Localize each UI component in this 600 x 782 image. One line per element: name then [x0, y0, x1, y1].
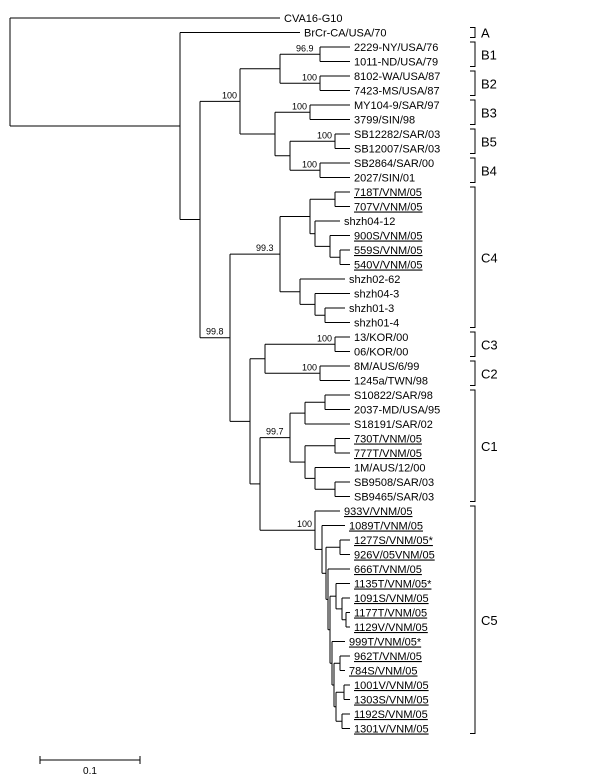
group-label: B3 — [481, 105, 497, 120]
support-value: 99.3 — [256, 243, 274, 253]
support-value: 100 — [302, 159, 317, 169]
taxon-label: 784S/VNM/05 — [349, 666, 417, 678]
taxon-label: 8102-WA/USA/87 — [354, 71, 440, 83]
group-bracket — [470, 42, 475, 67]
taxon-label: shzh01-3 — [349, 303, 394, 315]
support-value: 100 — [222, 90, 237, 100]
phylogenetic-tree: 96.9 100 100 100 100 100 99.3 100 100 99.7 100 99.8… — [0, 0, 600, 782]
taxon-label: SB9465/SAR/03 — [354, 492, 434, 504]
taxon-label: 1129V/VNM/05 — [354, 622, 428, 634]
taxon-label: 666T/VNM/05 — [354, 564, 422, 576]
group-bracket — [470, 361, 475, 386]
taxon-label: 1277S/VNM/05* — [354, 535, 434, 547]
taxon-label: shzh04-12 — [344, 216, 395, 228]
taxon-label: 540V/VNM/05 — [354, 260, 422, 272]
group-bracket — [470, 506, 475, 734]
taxon-label: 1303S/VNM/05 — [354, 695, 429, 707]
support-value: 100 — [317, 333, 332, 343]
taxon-label: 559S/VNM/05 — [354, 245, 422, 257]
group-label: B1 — [481, 47, 497, 62]
taxon-label: 1091S/VNM/05 — [354, 593, 429, 605]
taxon-label: 1001V/VNM/05 — [354, 680, 429, 692]
taxon-label: 2027/SIN/01 — [354, 173, 415, 185]
taxon-label: 2037-MD/USA/95 — [354, 405, 440, 417]
taxon-label: 707V/VNM/05 — [354, 202, 422, 214]
taxon-label: 926V/05VNM/05 — [354, 550, 435, 562]
taxon-label: 1M/AUS/12/00 — [354, 463, 426, 475]
support-value: 96.9 — [296, 43, 314, 53]
taxon-label: 1089T/VNM/05 — [349, 521, 423, 533]
taxon-label: shzh04-3 — [354, 289, 399, 301]
taxon-label: 3799/SIN/98 — [354, 115, 415, 127]
support-value: 99.8 — [206, 327, 224, 337]
group-bracket — [470, 129, 475, 154]
taxon-label: SB2864/SAR/00 — [354, 158, 434, 170]
support-value: 100 — [297, 519, 312, 529]
taxon-label: 1192S/VNM/05 — [354, 709, 428, 721]
taxon-label: S10822/SAR/98 — [354, 390, 433, 402]
group-bracket — [470, 71, 475, 96]
group-label: B5 — [481, 134, 497, 149]
taxon-label: BrCr-CA/USA/70 — [304, 28, 387, 40]
taxon-label: SB12007/SAR/03 — [354, 144, 440, 156]
support-value: 100 — [317, 130, 332, 140]
taxon-label: 1177T/VNM/05 — [354, 608, 427, 620]
taxon-label: 1011-ND/USA/79 — [354, 57, 438, 69]
group-label: C5 — [481, 613, 498, 628]
taxon-label: 1245a/TWN/98 — [354, 376, 428, 388]
taxon-label: 06/KOR/00 — [354, 347, 408, 359]
group-bracket — [470, 390, 475, 502]
scale-bar-label: 0.1 — [83, 766, 97, 777]
taxon-label: 1135T/VNM/05* — [354, 579, 432, 591]
group-label: C3 — [481, 337, 498, 352]
support-value: 100 — [302, 72, 317, 82]
group-label: B4 — [481, 163, 497, 178]
taxon-label: MY104-9/SAR/97 — [354, 100, 440, 112]
taxon-label: S18191/SAR/02 — [354, 419, 433, 431]
taxon-label: 900S/VNM/05 — [354, 231, 422, 243]
taxon-label: SB9508/SAR/03 — [354, 477, 434, 489]
support-value: 99.7 — [266, 427, 284, 437]
group-label: A — [481, 26, 490, 41]
group-bracket — [470, 158, 475, 183]
taxon-label: 1301V/VNM/05 — [354, 724, 429, 736]
taxon-label: 933V/VNM/05 — [344, 506, 412, 518]
group-label: C4 — [481, 250, 498, 265]
taxon-label: shzh01-4 — [354, 318, 399, 330]
group-label: B2 — [481, 76, 497, 91]
taxon-label: SB12282/SAR/03 — [354, 129, 440, 141]
group-label: C1 — [481, 439, 498, 454]
taxon-label: 7423-MS/USA/87 — [354, 86, 440, 98]
taxon-label: 777T/VNM/05 — [354, 448, 422, 460]
taxon-label: 730T/VNM/05 — [354, 434, 422, 446]
taxon-label: CVA16-G10 — [284, 13, 343, 25]
taxon-label: 2229-NY/USA/76 — [354, 42, 438, 54]
taxon-label: 8M/AUS/6/99 — [354, 361, 419, 373]
support-value: 100 — [302, 362, 317, 372]
taxon-label: shzh02-62 — [349, 274, 400, 286]
taxon-label: 962T/VNM/05 — [354, 651, 422, 663]
taxon-label: 999T/VNM/05* — [349, 637, 422, 649]
taxon-label: 718T/VNM/05 — [354, 187, 422, 199]
group-label: C2 — [481, 366, 498, 381]
group-bracket — [470, 187, 475, 328]
group-bracket — [470, 332, 475, 357]
support-value: 100 — [292, 101, 307, 111]
group-bracket — [470, 100, 475, 125]
taxon-label: 13/KOR/00 — [354, 332, 408, 344]
group-bracket — [470, 28, 475, 38]
